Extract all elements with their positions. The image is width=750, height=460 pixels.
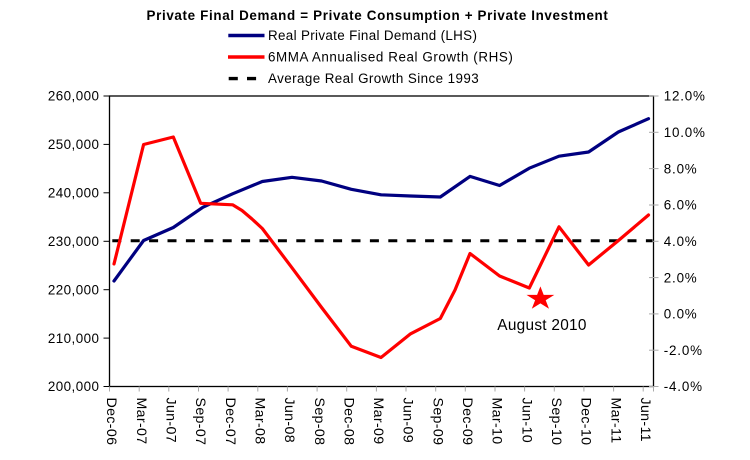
svg-text:6.0%: 6.0% <box>664 198 698 213</box>
svg-text:200,000: 200,000 <box>48 379 100 394</box>
svg-text:260,000: 260,000 <box>48 89 100 104</box>
svg-text:10.0%: 10.0% <box>664 125 706 140</box>
svg-text:2.0%: 2.0% <box>664 270 698 285</box>
svg-text:Dec-10: Dec-10 <box>578 398 594 446</box>
svg-text:Dec-08: Dec-08 <box>340 398 356 446</box>
svg-text:210,000: 210,000 <box>48 331 100 346</box>
svg-text:8.0%: 8.0% <box>664 161 698 176</box>
svg-text:Jun-11: Jun-11 <box>637 398 653 442</box>
svg-text:220,000: 220,000 <box>48 282 100 297</box>
svg-text:Mar-10: Mar-10 <box>489 398 505 445</box>
svg-text:Jun-08: Jun-08 <box>281 398 297 443</box>
svg-text:Sep-10: Sep-10 <box>548 398 564 446</box>
svg-text:6MMA Annualised Real Growth (R: 6MMA Annualised Real Growth (RHS) <box>268 50 513 65</box>
svg-text:Mar-07: Mar-07 <box>133 398 149 445</box>
svg-text:0.0%: 0.0% <box>664 307 698 322</box>
svg-text:Real Private Final Demand (LHS: Real Private Final Demand (LHS) <box>268 28 477 43</box>
svg-text:Jun-09: Jun-09 <box>400 398 416 443</box>
svg-text:Dec-07: Dec-07 <box>222 398 238 446</box>
svg-text:Mar-09: Mar-09 <box>370 398 386 445</box>
svg-text:Sep-09: Sep-09 <box>429 398 445 446</box>
svg-text:Sep-08: Sep-08 <box>311 398 327 446</box>
svg-text:Dec-09: Dec-09 <box>459 398 475 446</box>
svg-text:Mar-11: Mar-11 <box>607 398 623 444</box>
svg-text:250,000: 250,000 <box>48 137 100 152</box>
svg-text:August 2010: August 2010 <box>497 317 586 334</box>
svg-text:Average Real Growth Since 1993: Average Real Growth Since 1993 <box>268 71 479 86</box>
svg-text:Jun-07: Jun-07 <box>163 398 179 443</box>
svg-text:12.0%: 12.0% <box>664 89 706 104</box>
svg-text:4.0%: 4.0% <box>664 234 698 249</box>
svg-text:Jun-10: Jun-10 <box>518 398 534 443</box>
svg-text:230,000: 230,000 <box>48 234 100 249</box>
svg-text:Private Final Demand = Private: Private Final Demand = Private Consumpti… <box>146 8 608 23</box>
svg-text:Dec-06: Dec-06 <box>103 398 119 446</box>
svg-text:-4.0%: -4.0% <box>664 379 703 394</box>
svg-text:240,000: 240,000 <box>48 186 100 201</box>
svg-text:Sep-07: Sep-07 <box>192 398 208 446</box>
svg-text:-2.0%: -2.0% <box>664 343 703 358</box>
svg-text:Mar-08: Mar-08 <box>252 398 268 445</box>
